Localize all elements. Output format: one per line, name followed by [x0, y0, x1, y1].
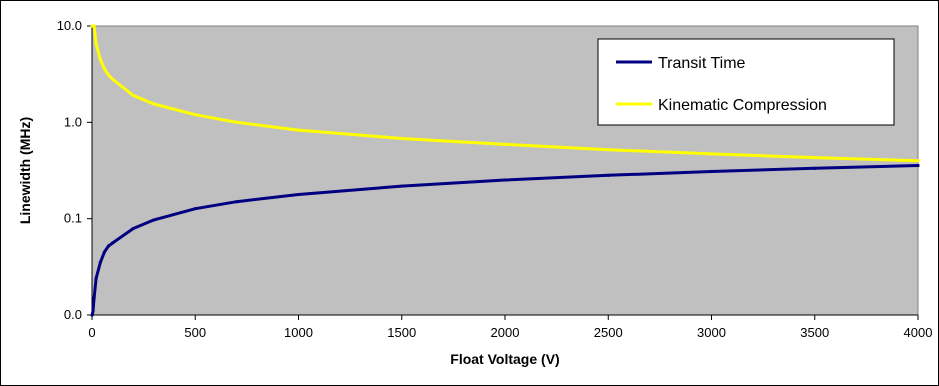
x-tick-label: 500 — [184, 325, 206, 340]
data-point-kinematic-compression — [131, 93, 135, 98]
data-point-kinematic-compression — [92, 24, 96, 28]
x-tick-label: 4000 — [904, 325, 933, 340]
data-point-transit-time — [606, 173, 610, 177]
x-tick-label: 1000 — [284, 325, 313, 340]
data-point-kinematic-compression — [152, 102, 156, 106]
y-tick-label: 10.0 — [57, 18, 82, 33]
x-tick-label: 1500 — [387, 325, 416, 340]
data-point-transit-time — [90, 313, 94, 317]
series-line-kinematic-compression — [90, 24, 920, 163]
data-point-transit-time — [111, 241, 115, 245]
data-point-kinematic-compression — [98, 57, 102, 62]
data-point-transit-time — [92, 296, 96, 300]
data-point-transit-time — [916, 163, 920, 168]
legend-label-transit-time: Transit Time — [658, 55, 746, 72]
legend-label-kinematic-compression: Kinematic Compression — [658, 97, 827, 114]
x-axis-title: Float Voltage (V) — [450, 351, 559, 367]
x-tick-label: 3000 — [697, 325, 726, 340]
data-point-transit-time — [709, 169, 714, 174]
y-axis: 0.0 0.1 1.0 10.0 — [57, 18, 93, 322]
x-axis: 0 500 1000 1500 2000 2500 3000 3500 4000 — [88, 314, 933, 340]
data-point-transit-time — [813, 166, 817, 170]
data-point-kinematic-compression — [916, 159, 920, 163]
y-tick-label: 1.0 — [64, 114, 82, 129]
data-point-transit-time — [234, 200, 239, 204]
data-point-transit-time — [98, 260, 102, 265]
data-point-transit-time — [152, 218, 156, 222]
data-point-kinematic-compression — [234, 120, 239, 124]
data-point-kinematic-compression — [606, 148, 610, 152]
data-point-transit-time — [102, 250, 106, 254]
data-point-transit-time — [400, 184, 404, 188]
y-axis-title: Linewidth (MHz) — [17, 117, 33, 224]
legend-box — [597, 38, 895, 126]
data-point-kinematic-compression — [296, 128, 301, 132]
data-point-kinematic-compression — [94, 42, 98, 46]
x-tick-label: 3500 — [800, 325, 829, 340]
x-tick-label: 2000 — [491, 325, 520, 340]
data-point-kinematic-compression — [709, 152, 714, 156]
data-point-kinematic-compression — [111, 77, 115, 81]
data-point-transit-time — [94, 276, 98, 280]
data-point-kinematic-compression — [400, 136, 404, 141]
data-point-transit-time — [91, 309, 95, 313]
data-point-transit-time — [131, 226, 135, 231]
x-tick-label: 2500 — [594, 325, 623, 340]
data-point-kinematic-compression — [193, 113, 197, 117]
data-point-kinematic-compression — [106, 73, 111, 77]
data-point-transit-time — [296, 192, 301, 197]
x-tick-label: 0 — [88, 325, 95, 340]
data-point-transit-time — [106, 244, 111, 248]
data-point-transit-time — [503, 178, 507, 182]
data-point-kinematic-compression — [813, 156, 817, 160]
legend: Transit Time Kinematic Compression — [597, 38, 895, 126]
data-point-kinematic-compression — [503, 142, 507, 147]
series-group — [90, 24, 920, 317]
y-tick-label: 0.1 — [64, 211, 82, 226]
data-point-kinematic-compression — [102, 67, 106, 71]
y-tick-label: 0.0 — [64, 307, 82, 322]
data-point-transit-time — [193, 207, 197, 211]
